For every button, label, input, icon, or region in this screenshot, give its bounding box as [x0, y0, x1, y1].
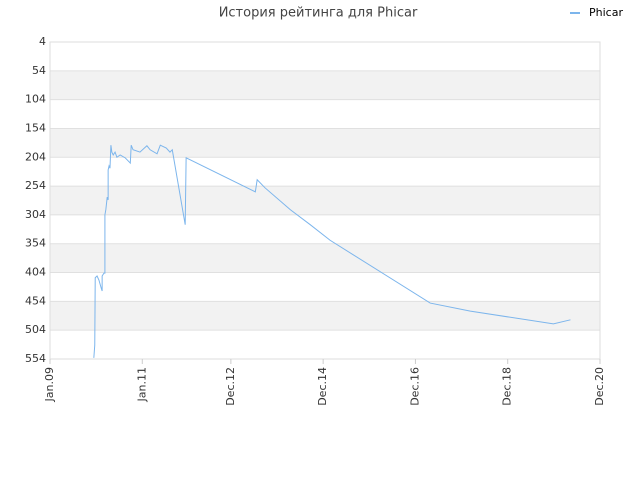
x-tick-label: Jan.11	[135, 367, 148, 402]
x-tick-label: Dec.20	[593, 367, 606, 406]
grid-band	[50, 243, 600, 273]
grid-band	[50, 70, 600, 100]
y-tick-label: 404	[25, 266, 46, 279]
y-tick-label: 554	[25, 352, 46, 365]
y-tick-label: 304	[25, 208, 46, 221]
grid-band	[50, 301, 600, 331]
x-tick-label: Jan.09	[43, 367, 56, 402]
x-tick-label: Dec.14	[316, 367, 329, 406]
x-tick-label: Dec.16	[408, 367, 421, 406]
grid-band	[50, 186, 600, 215]
y-tick-label: 54	[32, 64, 46, 77]
y-tick-label: 154	[25, 121, 46, 134]
chart-title: История рейтинга для Phicar	[219, 6, 418, 21]
y-tick-label: 254	[25, 179, 46, 192]
plot-border	[49, 41, 601, 360]
y-tick-label: 454	[25, 294, 46, 307]
y-tick-label: 104	[25, 93, 46, 106]
grid-band	[50, 128, 600, 158]
legend-label: Phicar	[589, 6, 623, 19]
data-line	[93, 144, 571, 358]
y-tick-label: 204	[25, 150, 46, 163]
y-tick-label: 4	[39, 35, 46, 48]
y-tick-label: 504	[25, 323, 46, 336]
y-tick-label: 354	[25, 237, 46, 250]
x-tick-label: Dec.18	[501, 367, 514, 406]
x-tick-label: Dec.12	[224, 367, 237, 406]
